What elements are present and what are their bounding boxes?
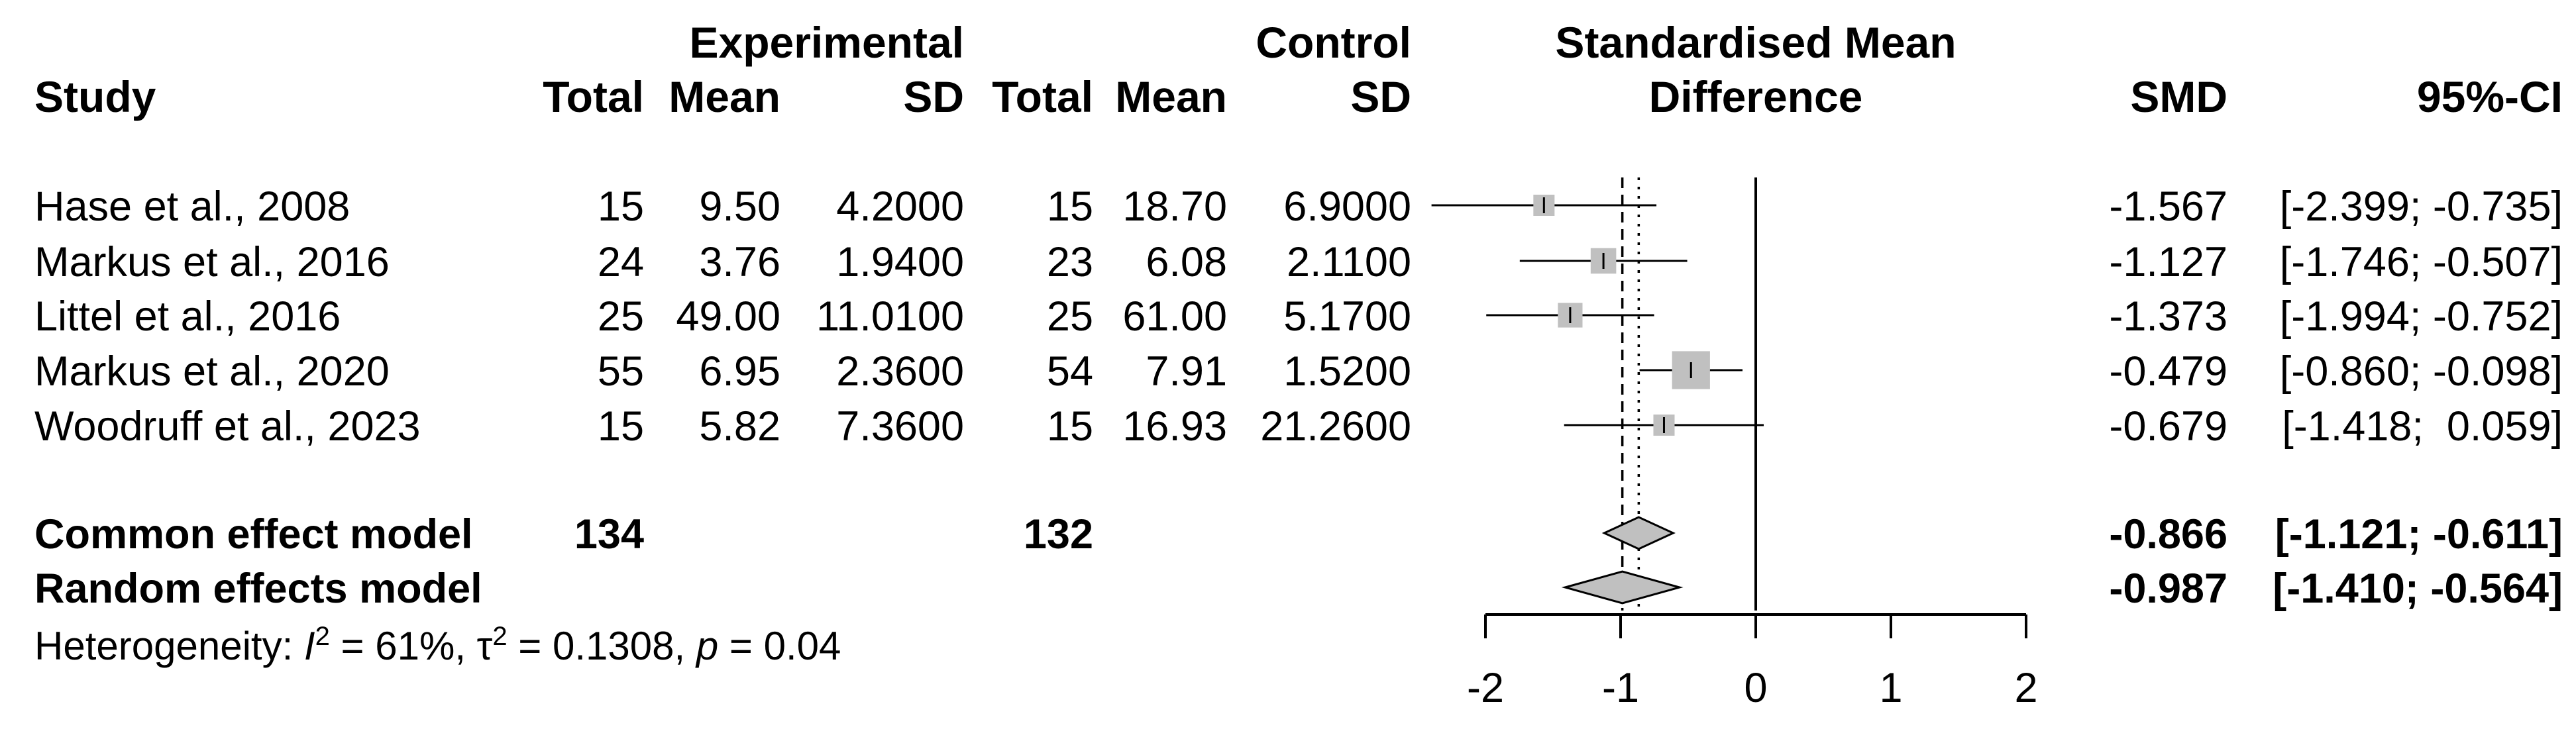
c-sd: 1.5200 <box>1283 348 1411 395</box>
pooled-smd-value: -0.987 <box>2109 565 2227 612</box>
c-mean: 18.70 <box>1122 183 1227 230</box>
x-tick-label: 0 <box>1744 665 1767 711</box>
header-study: Study <box>34 72 156 121</box>
e-sd: 1.9400 <box>836 239 964 285</box>
tau2-equals: = <box>508 624 553 668</box>
effect-diamond <box>1601 516 1676 550</box>
smd-value: -0.679 <box>2109 403 2227 450</box>
study-row: Markus et al., 2016 24 3.76 1.9400 23 6.… <box>34 239 2563 285</box>
header-smd: SMD <box>2130 72 2227 121</box>
ci-value: [-0.860; -0.098] <box>2280 348 2563 395</box>
header-e-sd: SD <box>903 72 964 121</box>
study-row: Woodruff et al., 2023 15 5.82 7.3600 15 … <box>34 403 2563 450</box>
study-name: Markus et al., 2016 <box>34 239 390 285</box>
sep-2: , <box>674 624 696 668</box>
ci-value: [-1.418; 0.059] <box>2282 403 2563 450</box>
smd-value: -0.479 <box>2109 348 2227 395</box>
i2-symbol: I <box>304 624 315 668</box>
c-total: 23 <box>1047 239 1093 285</box>
c-total: 25 <box>1047 293 1093 340</box>
c-sd: 2.1100 <box>1287 239 1411 285</box>
e-sd: 2.3600 <box>836 348 964 395</box>
pooled-c-total: 132 <box>1024 511 1093 558</box>
e-mean: 6.95 <box>699 348 780 395</box>
e-mean: 5.82 <box>699 403 780 450</box>
header-e-total: Total <box>543 72 644 121</box>
ci-value: [-1.746; -0.507] <box>2280 239 2563 285</box>
header-c-total: Total <box>992 72 1093 121</box>
c-total: 15 <box>1047 403 1093 450</box>
e-mean: 9.50 <box>699 183 780 230</box>
x-tick-label: -2 <box>1467 665 1504 711</box>
c-mean: 6.08 <box>1146 239 1227 285</box>
study-name: Littel et al., 2016 <box>34 293 341 340</box>
pooled-smd-value: -0.866 <box>2109 511 2227 558</box>
c-mean: 61.00 <box>1122 293 1227 340</box>
e-mean: 49.00 <box>676 293 780 340</box>
header-c-sd: SD <box>1350 72 1411 121</box>
study-row: Hase et al., 2008 15 9.50 4.2000 15 18.7… <box>34 183 2563 230</box>
c-sd: 5.1700 <box>1283 293 1411 340</box>
e-total: 55 <box>598 348 644 395</box>
tau2-exponent: 2 <box>492 622 507 651</box>
pooled-ci-value: [-1.121; -0.611] <box>2275 511 2563 558</box>
pooled-model-name: Random effects model <box>34 565 482 612</box>
heterogeneity-label: Heterogeneity: <box>34 624 293 668</box>
i2-exponent: 2 <box>315 622 330 651</box>
x-tick-label: 2 <box>2014 665 2037 711</box>
header-control: Control <box>1256 18 1411 67</box>
c-sd: 6.9000 <box>1283 183 1411 230</box>
e-sd: 7.3600 <box>836 403 964 450</box>
random-effects-row: Random effects model -0.987 [-1.410; -0.… <box>34 565 2563 612</box>
header-effect-line1: Standardised Mean <box>1555 18 1956 67</box>
i2-equals: = <box>330 624 375 668</box>
c-mean: 7.91 <box>1146 348 1227 395</box>
i2-value: 61% <box>375 624 455 668</box>
e-total: 15 <box>598 403 644 450</box>
sep-1: , τ <box>455 624 492 668</box>
e-sd: 11.0100 <box>816 293 964 340</box>
ci-value: [-1.994; -0.752] <box>2280 293 2563 340</box>
e-mean: 3.76 <box>699 239 780 285</box>
e-total: 24 <box>598 239 644 285</box>
c-total: 15 <box>1047 183 1093 230</box>
e-total: 25 <box>598 293 644 340</box>
pooled-ci-value: [-1.410; -0.564] <box>2273 565 2563 612</box>
e-sd: 4.2000 <box>836 183 964 230</box>
x-tick-label: -1 <box>1602 665 1639 711</box>
header-e-mean: Mean <box>669 72 780 121</box>
x-axis: -2 -1 0 1 2 <box>1467 613 2038 711</box>
tau2-value: 0.1308 <box>553 624 674 668</box>
pooled-model-name: Common effect model <box>34 511 473 558</box>
smd-value: -1.567 <box>2109 183 2227 230</box>
c-sd: 21.2600 <box>1260 403 1411 450</box>
study-name: Hase et al., 2008 <box>34 183 350 230</box>
study-name: Markus et al., 2020 <box>34 348 390 395</box>
effect-diamond <box>1561 570 1684 605</box>
smd-value: -1.127 <box>2109 239 2227 285</box>
study-row: Markus et al., 2020 55 6.95 2.3600 54 7.… <box>34 348 2563 395</box>
heterogeneity-text: Heterogeneity: I2 = 61%, τ2 = 0.1308, p … <box>34 622 841 668</box>
study-name: Woodruff et al., 2023 <box>34 403 421 450</box>
header-effect-line2: Difference <box>1649 72 1863 121</box>
header-experimental: Experimental <box>690 18 965 67</box>
study-row: Littel et al., 2016 25 49.00 11.0100 25 … <box>34 293 2563 340</box>
p-symbol: p <box>695 624 718 668</box>
p-equals: = <box>718 624 763 668</box>
e-total: 15 <box>598 183 644 230</box>
header-c-mean: Mean <box>1115 72 1227 121</box>
c-total: 54 <box>1047 348 1093 395</box>
ci-value: [-2.399; -0.735] <box>2280 183 2563 230</box>
header-ci: 95%-CI <box>2417 72 2563 121</box>
p-value: 0.04 <box>764 624 841 668</box>
x-tick-label: 1 <box>1879 665 1902 711</box>
c-mean: 16.93 <box>1122 403 1227 450</box>
common-effect-row: Common effect model 134 132 -0.866 [-1.1… <box>34 511 2563 558</box>
pooled-e-total: 134 <box>574 511 644 558</box>
smd-value: -1.373 <box>2109 293 2227 340</box>
